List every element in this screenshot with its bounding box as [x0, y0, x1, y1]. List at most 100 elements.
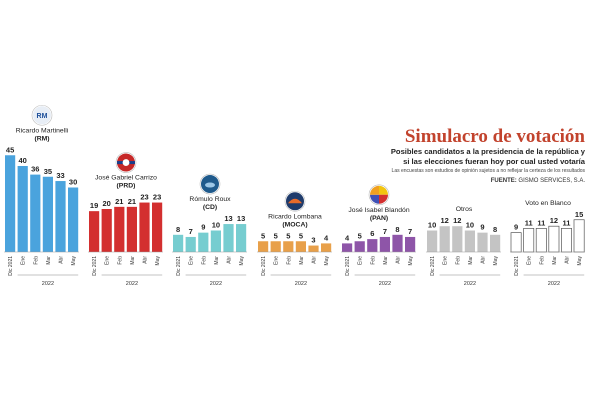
pan-logo-red-icon — [379, 194, 388, 204]
bar-5-3 — [464, 230, 475, 252]
bar-value-label: 7 — [408, 227, 412, 236]
cd-logo-shape-icon — [205, 182, 215, 188]
x-tick-label: Ene — [105, 256, 111, 265]
bar-value-label: 4 — [345, 233, 350, 242]
bar-3-0 — [258, 241, 269, 252]
bar-value-label: 7 — [189, 227, 193, 236]
series-party-label: (RM) — [34, 135, 49, 142]
year-label: 2022 — [210, 281, 222, 287]
x-tick-label: Mar — [46, 256, 52, 265]
bar-4-4 — [392, 234, 403, 252]
bar-1-0 — [89, 211, 100, 252]
x-tick-label: Feb — [117, 256, 123, 265]
bar-value-label: 20 — [103, 199, 111, 208]
bar-value-label: 19 — [90, 201, 98, 210]
bar-value-label: 11 — [537, 218, 545, 227]
bar-value-label: 15 — [575, 210, 583, 219]
bar-value-label: 40 — [19, 156, 27, 165]
bar-value-label: 45 — [6, 145, 14, 154]
bar-value-label: 7 — [383, 227, 387, 236]
x-tick-label: Feb — [201, 256, 207, 265]
bar-1-4 — [139, 202, 150, 252]
bar-4-5 — [405, 236, 416, 252]
x-tick-label: Abr — [565, 256, 571, 264]
x-tick-label: Feb — [455, 256, 461, 265]
bar-0-0 — [5, 155, 16, 252]
bar-4-0 — [342, 243, 353, 252]
bar-value-label: 3 — [311, 236, 315, 245]
bar-value-label: 30 — [69, 178, 77, 187]
bar-value-label: 12 — [441, 216, 449, 225]
x-tick-label: Abr — [143, 256, 149, 264]
rm-logo-icon — [33, 106, 51, 125]
bar-value-label: 13 — [237, 214, 245, 223]
x-tick-label: Mar — [468, 256, 474, 265]
x-tick-label: Ene — [527, 256, 533, 265]
x-tick-label: Abr — [396, 256, 402, 264]
bar-value-label: 10 — [212, 221, 220, 230]
bar-value-label: 10 — [428, 221, 436, 230]
bar-6-0 — [510, 232, 522, 253]
bar-0-4 — [55, 181, 66, 252]
year-label: 2022 — [42, 281, 54, 287]
prd-logo-center-icon — [122, 159, 130, 166]
x-tick-label: Ene — [358, 256, 364, 265]
bar-value-label: 11 — [525, 218, 533, 227]
bar-value-label: 23 — [153, 193, 161, 202]
series-party-label: (PRD) — [117, 183, 136, 190]
bar-value-label: 9 — [514, 223, 518, 232]
series-party-label: (CD) — [203, 204, 217, 211]
year-label: 2022 — [548, 281, 560, 287]
bar-1-1 — [101, 209, 112, 252]
bar-2-1 — [185, 236, 196, 252]
series-name-label: Ricardo Lombana — [268, 213, 322, 220]
series-name-label: Rómulo Roux — [189, 196, 231, 203]
bar-value-label: 4 — [324, 233, 329, 242]
x-tick-label: Ene — [189, 256, 195, 265]
bar-value-label: 9 — [201, 223, 205, 232]
series-party-label: (MOCA) — [282, 221, 307, 228]
x-tick-label: Abr — [481, 256, 487, 264]
bar-value-label: 10 — [466, 221, 474, 230]
bar-value-label: 33 — [56, 171, 64, 180]
bar-6-5 — [573, 219, 585, 253]
x-tick-label: Dic 2021 — [430, 256, 436, 276]
bar-3-3 — [295, 241, 306, 252]
bar-value-label: 8 — [395, 225, 399, 234]
series-name-label: Ricardo Martinelli — [16, 127, 69, 134]
bar-value-label: 9 — [480, 223, 484, 232]
bar-value-label: 6 — [370, 229, 374, 238]
bar-0-5 — [68, 187, 79, 252]
x-tick-label: Abr — [312, 256, 318, 264]
bar-0-3 — [42, 176, 53, 252]
bar-6-1 — [523, 228, 535, 253]
bar-value-label: 11 — [563, 218, 571, 227]
bar-2-4 — [223, 224, 234, 252]
x-tick-label: Ene — [274, 256, 280, 265]
bar-4-2 — [367, 239, 378, 252]
bar-value-label: 5 — [299, 231, 303, 240]
source-label: FUENTE: — [490, 178, 517, 184]
bar-value-label: 12 — [550, 216, 558, 225]
chart-source: FUENTE: GISMO SERVICES, S.A. — [491, 178, 585, 184]
bar-5-1 — [439, 226, 450, 252]
series-name-label: Voto en Blanco — [525, 200, 571, 207]
bar-2-3 — [210, 230, 221, 252]
series-name-label: Otros — [456, 206, 473, 213]
x-tick-label: Mar — [214, 256, 220, 265]
bar-value-label: 21 — [128, 197, 136, 206]
x-tick-label: May — [239, 256, 245, 266]
x-tick-label: Abr — [59, 256, 65, 264]
x-tick-label: Feb — [286, 256, 292, 265]
x-tick-label: Ene — [443, 256, 449, 265]
bar-5-4 — [477, 232, 488, 252]
bar-3-5 — [321, 243, 332, 252]
bar-value-label: 23 — [140, 193, 148, 202]
bar-value-label: 13 — [224, 214, 232, 223]
x-tick-label: May — [577, 256, 583, 266]
bar-5-0 — [427, 230, 438, 252]
bar-6-3 — [548, 225, 560, 253]
x-tick-label: Feb — [539, 256, 545, 265]
x-tick-label: May — [324, 256, 330, 266]
